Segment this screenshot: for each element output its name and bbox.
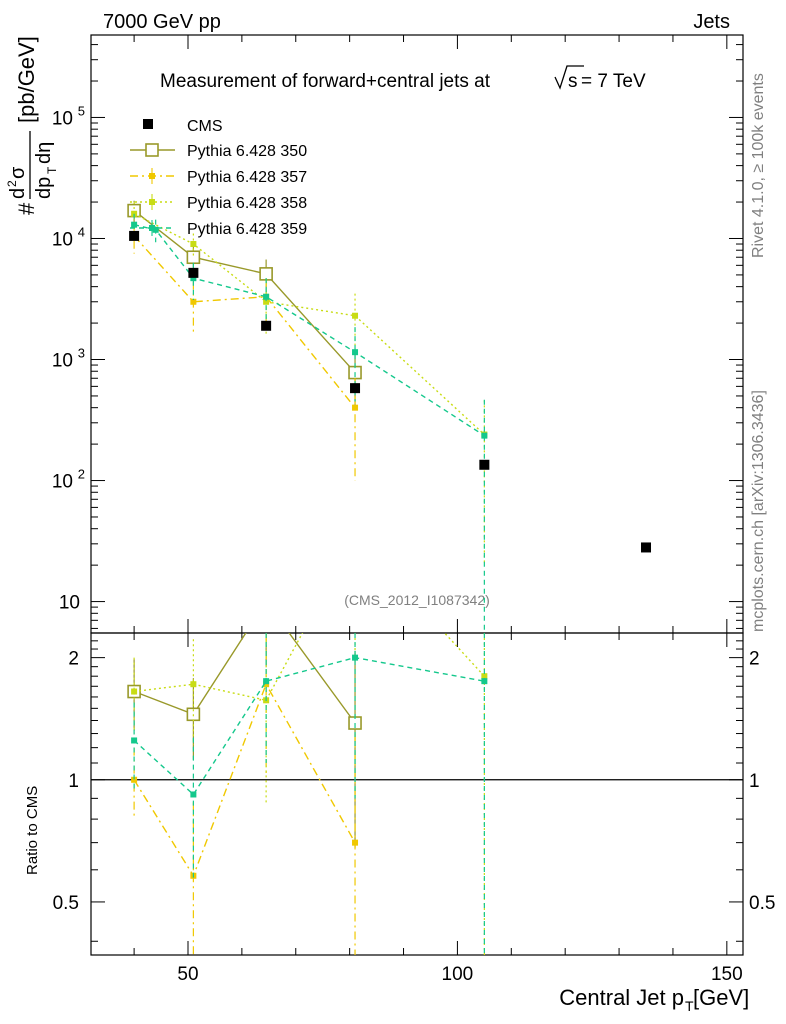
side-label-rivet: Rivet 4.1.0, ≥ 100k events	[750, 73, 767, 258]
series-3-marker	[481, 432, 488, 439]
x-tick-label: 150	[711, 964, 743, 985]
y-tick-label: 10	[52, 351, 73, 372]
series-3-marker	[352, 349, 359, 356]
series-0-ratio-line	[133, 633, 356, 724]
cms-data-point	[641, 542, 652, 553]
sqrt-sign	[554, 65, 584, 90]
series-2-marker	[190, 241, 197, 248]
series-2-marker	[352, 312, 359, 319]
legend-marker-0	[145, 143, 159, 157]
x-tick-label: 50	[177, 964, 198, 985]
series-3-ratio-marker	[481, 678, 488, 685]
series-2-ratio-marker	[190, 681, 197, 688]
ratio-y-axis-label: Ratio to CMS	[24, 786, 41, 875]
ratio-plot-area	[127, 532, 488, 955]
x-axis-label: Central Jet p	[559, 985, 684, 1010]
legend-label-1: Pythia 6.428 357	[187, 169, 307, 186]
series-3-marker	[190, 275, 197, 282]
y-axis-label-hash: #	[14, 202, 39, 215]
legend-label-0: Pythia 6.428 350	[187, 143, 307, 160]
series-1-ratio-marker	[263, 681, 270, 688]
cms-data-point	[261, 320, 272, 331]
series-3-marker	[263, 293, 270, 300]
ratio-tick-label-left: 0.5	[53, 893, 79, 914]
y-axis-label-num: d	[7, 188, 29, 199]
header-left: 7000 GeV pp	[103, 11, 221, 33]
series-2-ratio-marker	[481, 673, 488, 680]
main-plot-area	[127, 200, 652, 633]
y-tick-exponent: 4	[78, 224, 85, 239]
y-axis-label-unit: [pb/GeV]	[14, 36, 39, 123]
y-axis-label-num-tail: σ	[7, 166, 29, 179]
series-0-line	[133, 210, 356, 374]
series-1-marker	[190, 298, 197, 305]
series-2-ratio-marker	[131, 688, 138, 695]
series-3-marker	[152, 226, 159, 233]
x-tick-label: 100	[442, 964, 474, 985]
cms-data-point	[350, 383, 361, 394]
series-1-ratio-marker	[131, 776, 138, 783]
legend-label-2: Pythia 6.428 358	[187, 195, 307, 212]
cms-data-point	[188, 267, 199, 278]
cms-data-point	[129, 230, 140, 241]
cms-data-point	[479, 459, 490, 470]
legend-label-cms: CMS	[187, 118, 223, 135]
x-axis-label-unit: [GeV]	[693, 985, 749, 1010]
y-tick-label: 10	[52, 229, 73, 250]
plot-title: Measurement of forward+central jets at	[160, 71, 491, 92]
analysis-tag: (CMS_2012_I1087342)	[344, 592, 490, 608]
ratio-tick-label-left: 1	[68, 771, 79, 792]
y-tick-exponent: 3	[78, 346, 85, 361]
y-tick-label: 10	[52, 108, 73, 129]
legend-marker-cms	[143, 119, 153, 129]
series-3-ratio-marker	[263, 678, 270, 685]
ratio-tick-label-right: 1	[749, 771, 760, 792]
series-2-marker	[263, 298, 270, 305]
side-label-mcplots: mcplots.cern.ch [arXiv:1306.3436]	[750, 390, 767, 632]
series-0-marker	[259, 267, 273, 281]
ratio-plot-frame	[90, 632, 744, 956]
plot-title-sqrt-arg: s	[568, 71, 578, 92]
ratio-tick-label-right: 2	[749, 649, 760, 670]
series-3-ratio-marker	[352, 654, 359, 661]
series-3-ratio-line	[133, 656, 485, 796]
header-right: Jets	[693, 11, 730, 33]
y-axis-label-den-sub: T	[45, 166, 59, 174]
y-tick-label: 10	[52, 472, 73, 493]
series-3-ratio-marker	[190, 791, 197, 798]
y-axis-label-num-sup: 2	[5, 180, 19, 187]
series-3-marker	[131, 221, 138, 228]
x-axis-label-sub: T	[685, 998, 694, 1014]
ratio-tick-label-left: 2	[68, 649, 79, 670]
series-0-ratio-marker	[260, 596, 272, 608]
y-tick-exponent: 5	[78, 103, 85, 118]
y-axis-label-den: dp	[33, 177, 55, 199]
series-2-ratio-marker	[352, 532, 358, 538]
y-tick-exponent: 2	[78, 467, 85, 482]
series-1-marker	[352, 404, 359, 411]
plot-title-tail: = 7 TeV	[581, 71, 646, 92]
y-axis-label-den-tail: dη	[33, 142, 55, 164]
series-3-ratio-marker	[131, 737, 138, 744]
series-2-ratio-line	[134, 633, 485, 702]
series-1-ratio-marker	[352, 839, 359, 846]
series-1-ratio-line	[133, 682, 356, 878]
ratio-tick-label-right: 0.5	[749, 893, 775, 914]
y-tick-label: 10	[59, 593, 80, 614]
legend-label-3: Pythia 6.428 359	[187, 221, 307, 238]
series-1-line	[133, 235, 356, 409]
